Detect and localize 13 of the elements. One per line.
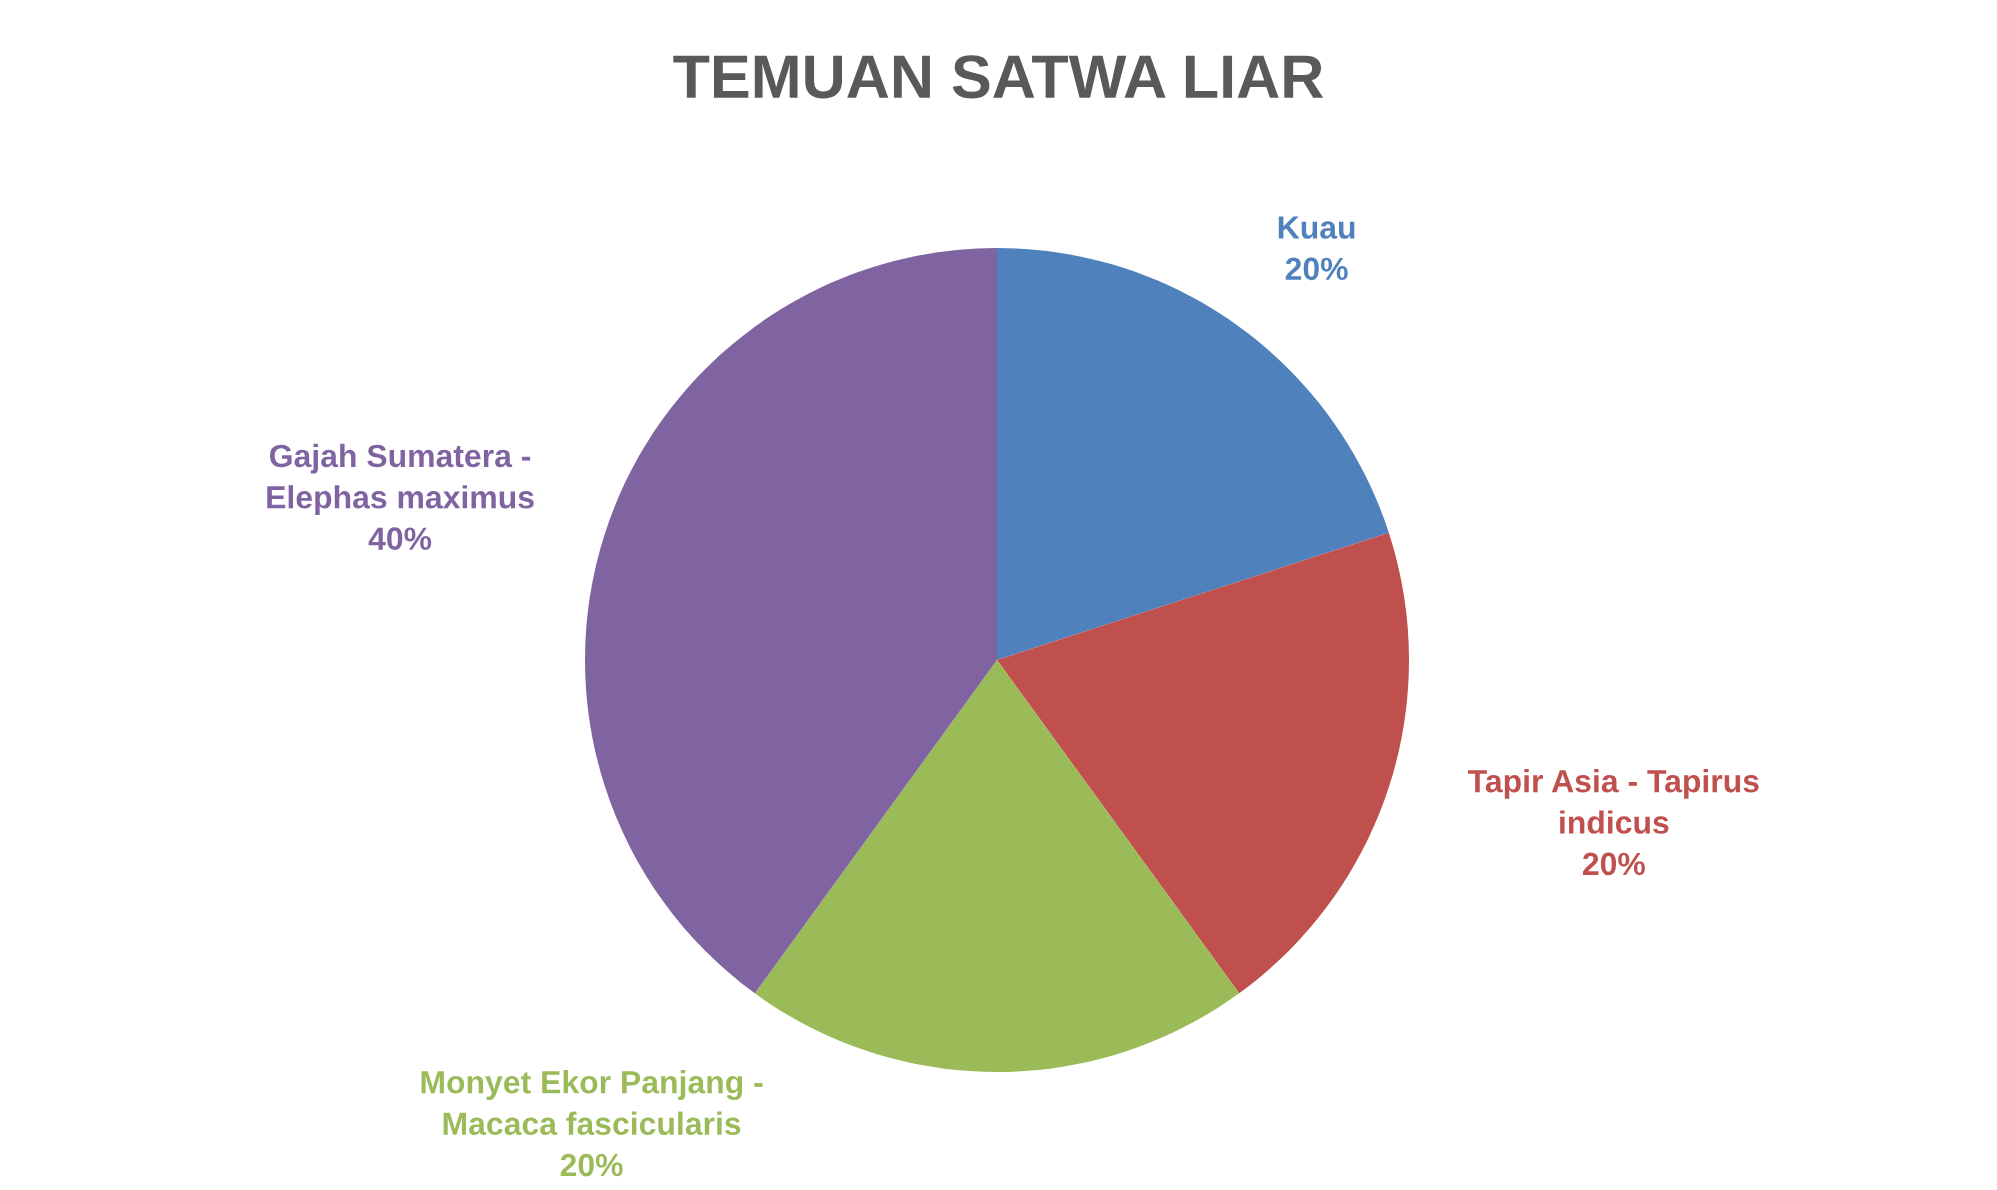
chart-title: TEMUAN SATWA LIAR	[673, 55, 1324, 99]
slice-label: Tapir Asia - Tapirus indicus	[1468, 769, 1759, 834]
pie-slice	[585, 248, 997, 994]
slice-label: Kuau	[1278, 216, 1355, 239]
data-label: 20%	[1582, 852, 1645, 876]
pie-slice	[997, 532, 1409, 994]
data-label: 40%	[368, 527, 432, 550]
slice-label: Gajah Sumatera - Elephas maximus	[267, 443, 534, 515]
data-label: 20%	[1285, 257, 1348, 281]
data-label: 20%	[560, 1153, 623, 1177]
pie-slice	[754, 660, 1240, 1072]
pie-slice	[997, 248, 1389, 660]
slice-label: Monyet Ekor Panjang - Macaca fascicularis	[421, 1070, 763, 1136]
